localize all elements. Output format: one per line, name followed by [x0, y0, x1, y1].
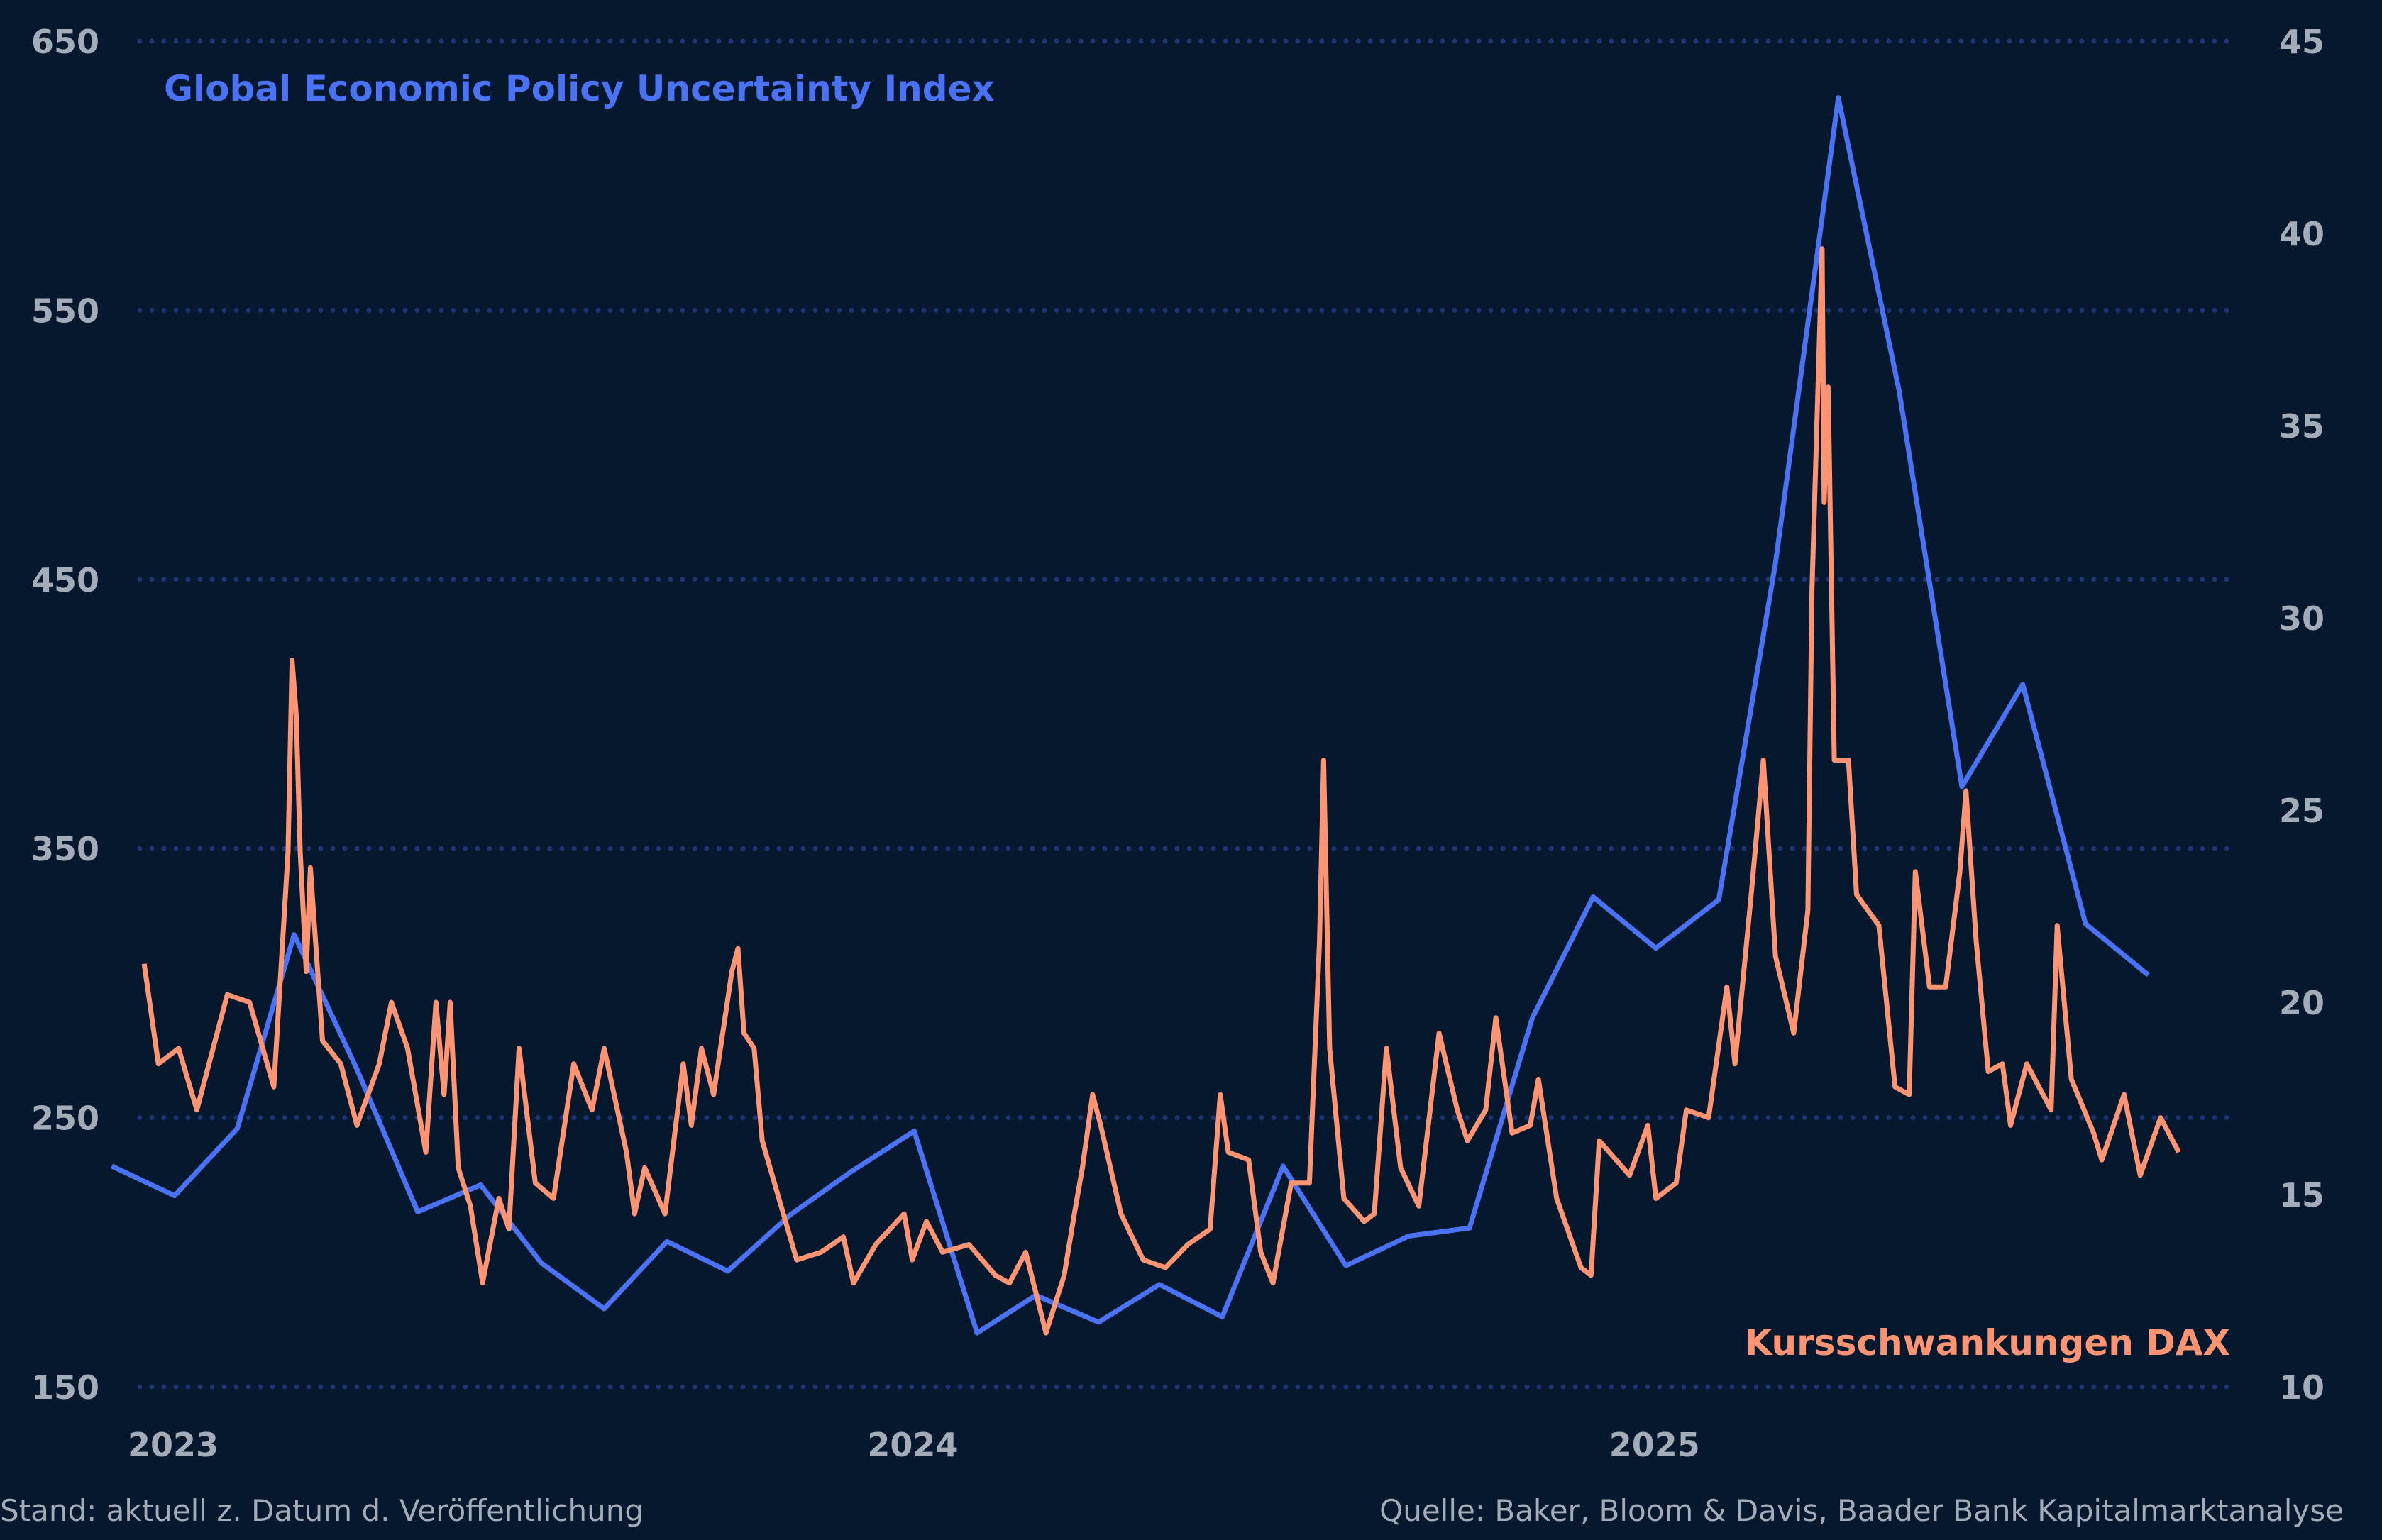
x-axis-ticks: 2023 2024 2025	[128, 1426, 1700, 1464]
right-tick-label: 15	[2279, 1176, 2325, 1214]
x-tick-label: 2023	[128, 1426, 219, 1464]
footer-date-note: Stand: aktuell z. Datum d. Veröffentlich…	[0, 1493, 644, 1528]
left-tick-label: 650	[31, 23, 99, 61]
left-axis-ticks: 150 250 350 450 550 650	[31, 23, 99, 1407]
series-line-epu	[111, 95, 2150, 1336]
right-tick-label: 20	[2279, 984, 2325, 1022]
left-tick-label: 350	[31, 830, 99, 868]
left-tick-label: 550	[31, 292, 99, 330]
right-tick-label: 10	[2279, 1368, 2325, 1407]
right-tick-label: 30	[2279, 599, 2325, 638]
right-tick-label: 25	[2279, 792, 2325, 830]
legend-label-epu: Global Economic Policy Uncertainty Index	[164, 68, 995, 109]
x-tick-label: 2024	[867, 1426, 958, 1464]
legend-label-dax: Kursschwankungen DAX	[1745, 1322, 2230, 1363]
gridlines	[137, 38, 2241, 1390]
series-line-dax	[141, 246, 2181, 1336]
footer-source: Quelle: Baker, Bloom & Davis, Baader Ban…	[1379, 1493, 2344, 1528]
right-tick-label: 40	[2279, 215, 2325, 253]
right-tick-label: 45	[2279, 23, 2325, 61]
left-tick-label: 450	[31, 561, 99, 599]
left-tick-label: 250	[31, 1099, 99, 1138]
left-tick-label: 150	[31, 1368, 99, 1407]
x-tick-label: 2025	[1609, 1426, 1700, 1464]
right-axis-ticks: 10 15 20 25 30 35 40 45	[2279, 23, 2325, 1407]
right-tick-label: 35	[2279, 407, 2325, 445]
